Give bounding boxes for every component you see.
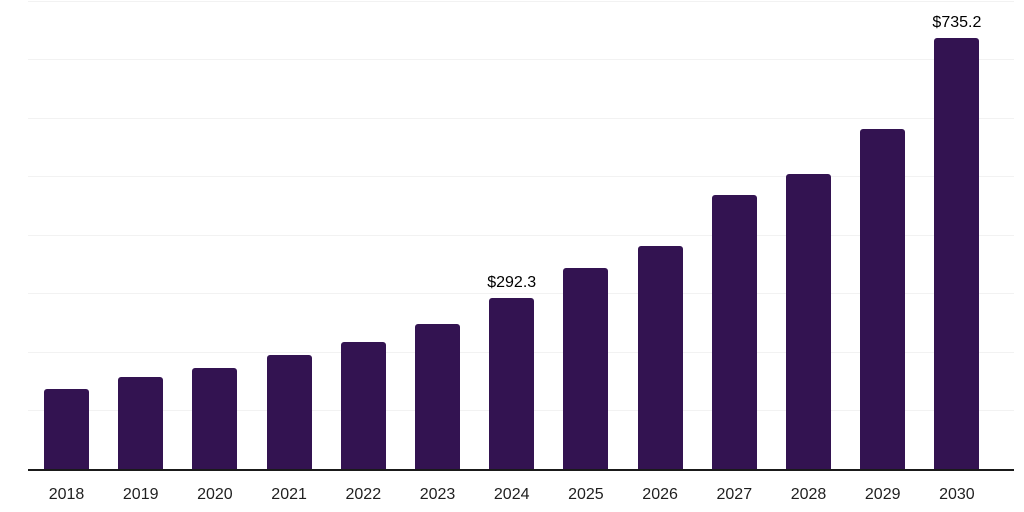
- gridline: [28, 59, 1014, 61]
- bar-2026: [637, 246, 683, 469]
- bar-2028: [786, 174, 831, 469]
- gridline: [28, 0, 1014, 2]
- x-tick-label-2027: 2027: [716, 486, 753, 503]
- x-tick-label-2025: 2025: [568, 486, 604, 503]
- bar-2020: [192, 367, 238, 469]
- bar-value-label-2024: $292.3: [487, 273, 537, 291]
- bar-2018: [44, 388, 89, 469]
- bar-2022: [340, 341, 386, 469]
- x-tick-label-2023: 2023: [419, 486, 456, 503]
- bar-value-label-2030: $735.2: [932, 14, 982, 32]
- x-tick-label-2021: 2021: [271, 486, 307, 503]
- x-tick-label-2019: 2019: [122, 486, 159, 503]
- x-tick-label-2020: 2020: [197, 486, 233, 503]
- bar-2019: [118, 377, 164, 469]
- x-tick-label-2029: 2029: [864, 486, 901, 503]
- x-tick-label-2024: 2024: [493, 486, 530, 503]
- bar-2021: [266, 354, 312, 469]
- x-tick-label-2026: 2026: [642, 486, 678, 503]
- gridline: [28, 293, 1014, 295]
- gridline: [28, 234, 1014, 236]
- bar-2030: [934, 38, 980, 469]
- gridline: [28, 176, 1014, 178]
- x-tick-label-2028: 2028: [790, 486, 827, 503]
- bar-2024: [489, 297, 535, 469]
- x-tick-label-2018: 2018: [48, 486, 85, 503]
- bar-2027: [711, 194, 757, 469]
- bar-2029: [860, 129, 906, 469]
- bar-2023: [415, 323, 460, 469]
- x-axis-line: [28, 469, 1014, 471]
- x-tick-label-2030: 2030: [939, 486, 975, 503]
- gridline: [28, 117, 1014, 119]
- x-tick-label-2022: 2022: [345, 486, 382, 503]
- bar-2025: [563, 267, 609, 469]
